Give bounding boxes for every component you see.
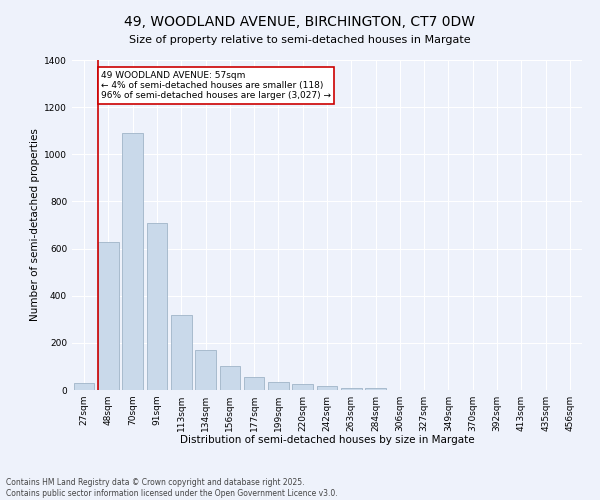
Bar (220, 366, 240, 390)
Text: 49, WOODLAND AVENUE, BIRCHINGTON, CT7 0DW: 49, WOODLAND AVENUE, BIRCHINGTON, CT7 0D… (125, 15, 476, 29)
Bar (365, 388, 386, 390)
Bar (244, 377, 265, 390)
Bar (268, 382, 289, 390)
Bar (122, 133, 143, 390)
Y-axis label: Number of semi-detached properties: Number of semi-detached properties (30, 128, 40, 322)
Bar (171, 314, 191, 390)
Bar (195, 350, 216, 390)
Bar (292, 384, 313, 390)
Text: 49 WOODLAND AVENUE: 57sqm
← 4% of semi-detached houses are smaller (118)
96% of : 49 WOODLAND AVENUE: 57sqm ← 4% of semi-d… (101, 70, 331, 101)
Bar (341, 388, 362, 390)
Text: Size of property relative to semi-detached houses in Margate: Size of property relative to semi-detach… (129, 35, 471, 45)
X-axis label: Distribution of semi-detached houses by size in Margate: Distribution of semi-detached houses by … (179, 436, 475, 446)
Bar (317, 386, 337, 390)
Bar (146, 222, 167, 390)
Bar (74, 383, 94, 390)
Text: Contains HM Land Registry data © Crown copyright and database right 2025.
Contai: Contains HM Land Registry data © Crown c… (6, 478, 338, 498)
Bar (98, 242, 119, 390)
